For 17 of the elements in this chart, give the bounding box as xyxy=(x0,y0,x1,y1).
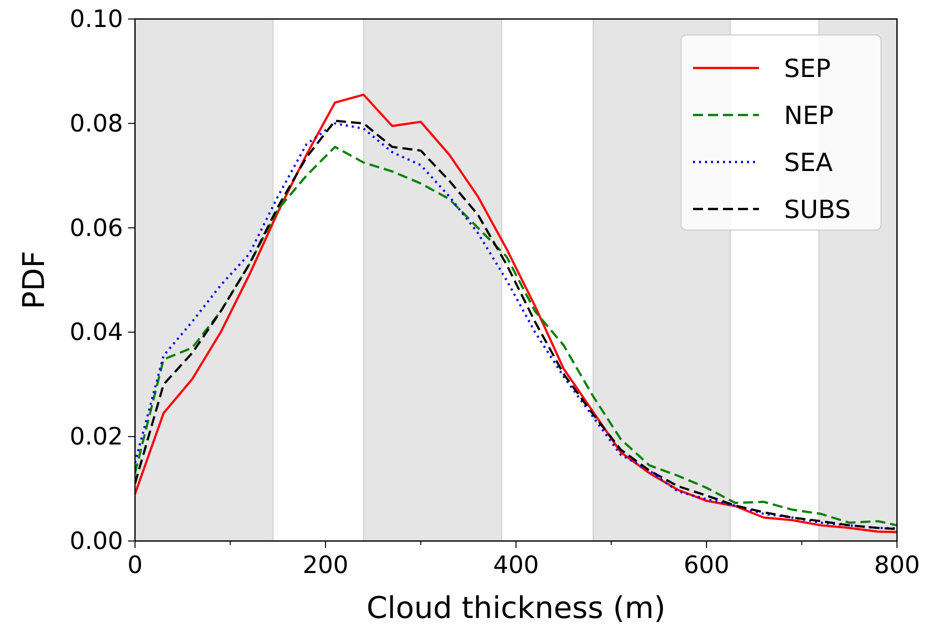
y-tick-label: 0.10 xyxy=(70,5,123,33)
legend-label: NEP xyxy=(784,101,834,130)
y-axis-title: PDF xyxy=(17,250,52,310)
x-tick-label: 0 xyxy=(127,551,143,579)
y-tick-label: 0.00 xyxy=(70,527,123,555)
x-tick-label: 800 xyxy=(874,551,920,579)
x-tick-label: 400 xyxy=(493,551,539,579)
x-axis-title: Cloud thickness (m) xyxy=(366,591,666,626)
legend-label: SEA xyxy=(784,148,833,177)
y-tick-label: 0.06 xyxy=(70,214,123,242)
x-tick-label: 200 xyxy=(302,551,348,579)
x-tick-label: 600 xyxy=(684,551,730,579)
y-tick-label: 0.04 xyxy=(70,318,123,346)
y-tick-label: 0.08 xyxy=(70,109,123,138)
legend-label: SEP xyxy=(784,54,831,83)
legend-label: SUBS xyxy=(784,195,851,224)
y-tick-label: 0.02 xyxy=(70,422,123,451)
